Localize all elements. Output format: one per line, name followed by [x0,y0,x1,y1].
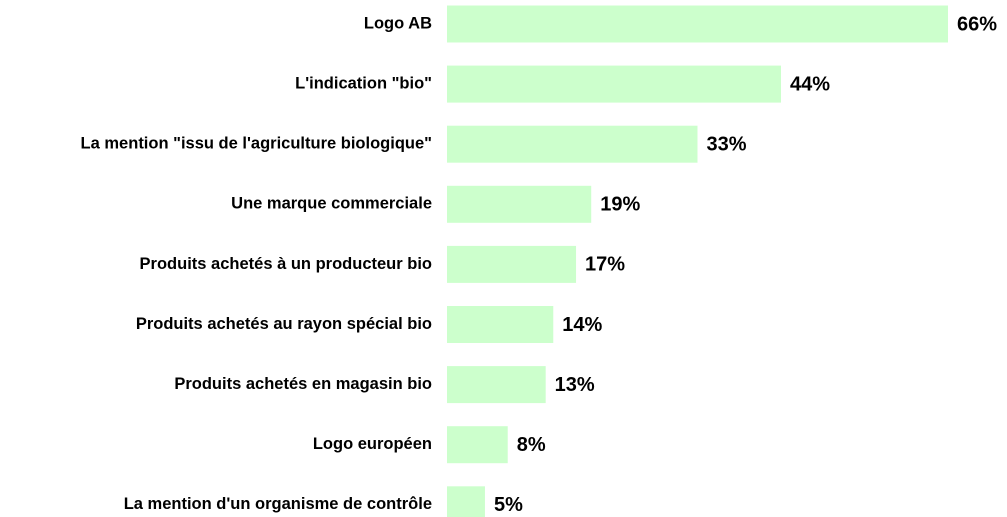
category-label: Logo européen [313,435,432,453]
bar [447,306,554,343]
category-label: Une marque commerciale [231,195,432,213]
value-label: 33% [707,133,747,155]
value-label: 66% [957,13,997,35]
bar [447,426,508,464]
value-label: 13% [555,374,595,396]
bar [447,125,698,163]
category-label: Produits achetés à un producteur bio [140,255,432,273]
bar [447,486,485,517]
value-label: 8% [517,434,546,456]
value-label: 19% [600,194,640,216]
value-label: 17% [585,254,625,276]
value-label: 5% [494,494,523,516]
bar [447,185,592,223]
value-label: 14% [562,314,602,336]
category-label: Produits achetés en magasin bio [174,375,432,393]
bar [447,366,546,404]
bar [447,245,577,283]
bar [447,5,948,43]
value-label: 44% [790,73,830,95]
category-label: Logo AB [364,14,432,32]
bar [447,65,781,103]
category-label: Produits achetés au rayon spécial bio [136,315,432,333]
category-label: L'indication "bio" [295,74,432,92]
category-label: La mention d'un organisme de contrôle [124,495,432,513]
category-label: La mention "issu de l'agriculture biolog… [81,135,432,153]
